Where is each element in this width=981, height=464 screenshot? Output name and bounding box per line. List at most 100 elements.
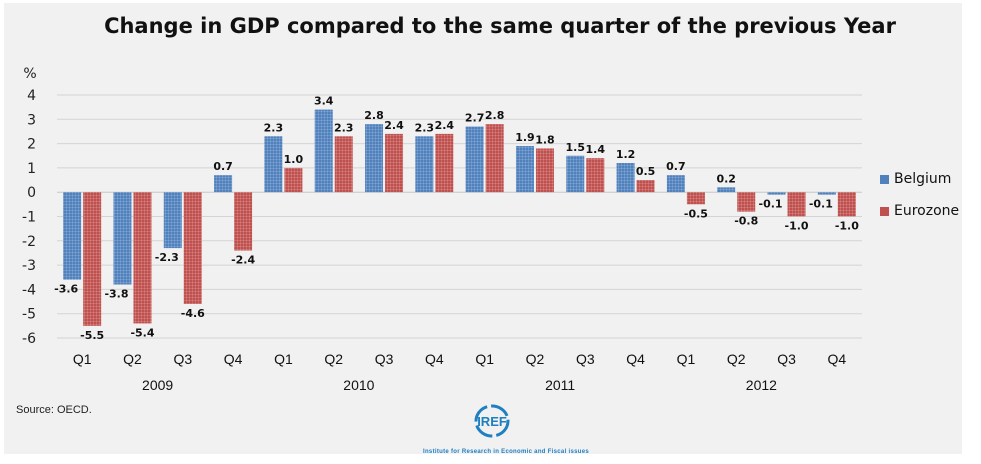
x-tick-label: Q4 — [626, 351, 645, 367]
data-label: 0.7 — [666, 160, 686, 173]
chart-title: Change in GDP compared to the same quart… — [104, 14, 896, 38]
logo-subtitle: Institute for Research in Economic and F… — [423, 449, 589, 455]
y-tick-label: -1 — [22, 210, 36, 226]
bar-eurozone — [636, 180, 655, 193]
data-label: -0.5 — [684, 207, 708, 220]
x-tick-label: Q3 — [173, 351, 192, 367]
x-tick-label: Q4 — [224, 351, 243, 367]
data-label: 0.5 — [636, 165, 656, 178]
bar-belgium — [465, 126, 484, 193]
data-label: -4.6 — [181, 307, 205, 320]
data-label: -2.3 — [155, 251, 179, 264]
data-label: 2.8 — [364, 109, 384, 122]
data-label: -0.1 — [809, 198, 833, 211]
y-tick-label: -5 — [22, 307, 36, 323]
data-label: 1.5 — [566, 141, 586, 154]
x-year-label: 2009 — [142, 377, 173, 393]
data-label: 2.4 — [435, 119, 455, 132]
data-label: 2.8 — [485, 109, 505, 122]
x-year-label: 2011 — [545, 377, 575, 393]
y-tick-label: 0 — [27, 185, 36, 201]
data-label: -1.0 — [785, 220, 809, 233]
data-label: -2.4 — [231, 254, 255, 267]
y-tick-label: -4 — [22, 282, 36, 298]
bar-belgium — [515, 146, 534, 193]
data-label: -0.8 — [734, 215, 758, 228]
x-tick-label: Q4 — [828, 351, 847, 367]
data-label: 1.4 — [586, 143, 606, 156]
bar-belgium — [717, 187, 736, 193]
data-label: -5.4 — [130, 326, 154, 339]
bar-belgium — [63, 192, 82, 280]
bar-belgium — [113, 192, 132, 285]
legend-item-eurozone: Eurozone — [880, 195, 959, 227]
y-tick-label: 2 — [27, 137, 36, 153]
bar-eurozone — [234, 192, 253, 251]
bar-eurozone — [133, 192, 152, 324]
bar-belgium — [365, 124, 384, 193]
legend-swatch — [880, 206, 889, 216]
x-tick-label: Q1 — [73, 351, 92, 367]
legend: Belgium Eurozone — [880, 163, 959, 227]
bar-eurozone — [334, 136, 353, 193]
y-tick-label: 1 — [27, 161, 36, 177]
bar-belgium — [767, 192, 786, 195]
x-tick-label: Q1 — [274, 351, 293, 367]
y-tick-label: -6 — [22, 331, 36, 347]
data-label: 1.9 — [515, 131, 535, 144]
data-label: 0.7 — [213, 160, 233, 173]
bar-belgium — [415, 136, 434, 193]
legend-label: Eurozone — [894, 203, 960, 219]
x-tick-label: Q2 — [727, 351, 746, 367]
data-label: 2.3 — [415, 121, 435, 134]
data-label: -5.5 — [80, 329, 104, 342]
bar-belgium — [666, 175, 685, 193]
bar-eurozone — [837, 192, 856, 217]
data-label: -3.8 — [104, 288, 128, 301]
bar-belgium — [566, 155, 585, 193]
bar-belgium — [163, 192, 182, 249]
bar-eurozone — [183, 192, 202, 304]
x-tick-label: Q3 — [375, 351, 394, 367]
x-tick-label: Q1 — [677, 351, 696, 367]
x-tick-label: Q1 — [475, 351, 494, 367]
bar-eurozone — [737, 192, 756, 212]
bar-eurozone — [686, 192, 705, 205]
bar-belgium — [817, 192, 836, 195]
x-tick-label: Q3 — [777, 351, 796, 367]
bar-belgium — [214, 175, 233, 193]
legend-swatch — [880, 174, 889, 184]
source-note: Source: OECD. — [16, 404, 92, 416]
y-axis-label: % — [23, 66, 36, 82]
data-label: 1.8 — [535, 133, 555, 146]
data-label: 3.4 — [314, 95, 334, 108]
data-label: -1.0 — [835, 220, 859, 233]
data-label: 1.0 — [284, 153, 304, 166]
data-label: 2.7 — [465, 112, 485, 125]
logo-text: IREF — [477, 414, 507, 429]
bar-eurozone — [385, 133, 404, 193]
x-year-label: 2010 — [343, 377, 374, 393]
x-tick-label: Q2 — [526, 351, 545, 367]
x-tick-label: Q3 — [576, 351, 595, 367]
legend-item-belgium: Belgium — [880, 163, 959, 195]
data-label: -3.6 — [54, 283, 78, 296]
iref-logo-icon: IREF — [474, 404, 510, 438]
legend-label: Belgium — [894, 171, 952, 187]
x-tick-label: Q4 — [425, 351, 444, 367]
bar-eurozone — [485, 124, 504, 193]
data-label: 2.3 — [264, 121, 284, 134]
data-label: 0.2 — [716, 172, 736, 185]
bar-belgium — [264, 136, 283, 193]
chart-panel — [4, 3, 962, 454]
bar-belgium — [314, 109, 333, 193]
data-label: -0.1 — [759, 198, 783, 211]
bar-eurozone — [535, 148, 554, 193]
bar-eurozone — [586, 158, 605, 193]
bar-eurozone — [83, 192, 102, 326]
y-tick-label: 3 — [27, 112, 36, 128]
data-label: 2.4 — [384, 119, 404, 132]
bar-belgium — [616, 163, 635, 193]
x-tick-label: Q2 — [123, 351, 142, 367]
